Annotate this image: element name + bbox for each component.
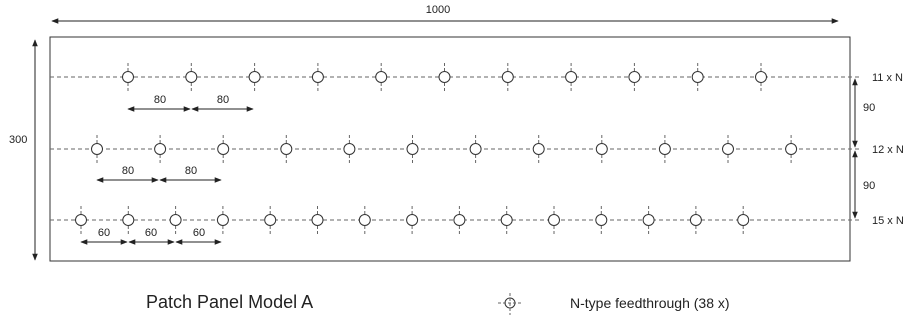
row-3-spacing-label-1: 60	[98, 227, 110, 239]
feedthrough-hole	[722, 135, 734, 163]
feedthrough-hole	[406, 135, 419, 163]
feedthrough-symbol-icon	[498, 293, 522, 315]
row-1-label: 11 x N	[872, 72, 903, 84]
feedthrough-hole	[280, 135, 293, 163]
feedthrough-hole	[532, 135, 545, 163]
feedthrough-hole	[453, 206, 466, 234]
row-1-spacing-label-2: 80	[217, 94, 229, 106]
feedthrough-hole	[500, 206, 513, 234]
feedthrough-hole	[358, 206, 371, 234]
feedthrough-hole	[595, 135, 608, 163]
legend-label: N-type feedthrough (38 x)	[570, 295, 730, 311]
row-gap-2-label: 90	[863, 180, 875, 192]
feedthrough-hole	[75, 206, 87, 234]
row-1-spacing-label-1: 80	[154, 94, 166, 106]
feedthrough-hole	[91, 135, 103, 163]
feedthrough-hole	[785, 135, 798, 163]
feedthrough-hole	[217, 135, 230, 163]
width-dimension-label: 1000	[426, 4, 450, 16]
feedthrough-hole	[691, 63, 704, 91]
feedthrough-hole	[628, 63, 641, 91]
feedthrough-hole	[565, 63, 578, 91]
row-gap-1-label: 90	[863, 102, 875, 114]
feedthrough-hole	[343, 135, 356, 163]
feedthrough-hole	[595, 206, 608, 234]
row-3-feedthroughs	[75, 206, 750, 234]
feedthrough-hole	[689, 206, 702, 234]
feedthrough-hole	[737, 206, 750, 234]
row-3-spacing-label-3: 60	[193, 227, 205, 239]
feedthrough-hole	[122, 63, 134, 91]
row-2-spacing-label-2: 80	[185, 165, 197, 177]
feedthrough-hole	[169, 206, 182, 234]
drawing-title: Patch Panel Model A	[146, 292, 313, 312]
row-2-feedthroughs	[91, 135, 798, 163]
feedthrough-hole	[264, 206, 277, 234]
row-3-spacing-label-2: 60	[145, 227, 157, 239]
height-dimension-label: 300	[9, 134, 27, 146]
feedthrough-hole	[154, 135, 167, 163]
feedthrough-hole	[501, 63, 514, 91]
feedthrough-hole	[185, 63, 198, 91]
feedthrough-hole	[375, 63, 388, 91]
feedthrough-hole	[311, 63, 324, 91]
feedthrough-hole	[216, 206, 229, 234]
feedthrough-hole	[438, 63, 451, 91]
feedthrough-hole	[248, 63, 261, 91]
row-2-label: 12 x N	[872, 144, 904, 156]
row-1-feedthroughs	[122, 63, 767, 91]
feedthrough-hole	[469, 135, 482, 163]
feedthrough-hole	[122, 206, 135, 234]
feedthrough-hole	[548, 206, 560, 234]
feedthrough-hole	[642, 206, 655, 234]
feedthrough-hole	[406, 206, 419, 234]
feedthrough-hole	[311, 206, 324, 234]
row-3-label: 15 x N	[872, 215, 904, 227]
feedthrough-hole	[658, 135, 671, 163]
row-2-spacing-label-1: 80	[122, 165, 134, 177]
feedthrough-hole	[755, 63, 767, 91]
